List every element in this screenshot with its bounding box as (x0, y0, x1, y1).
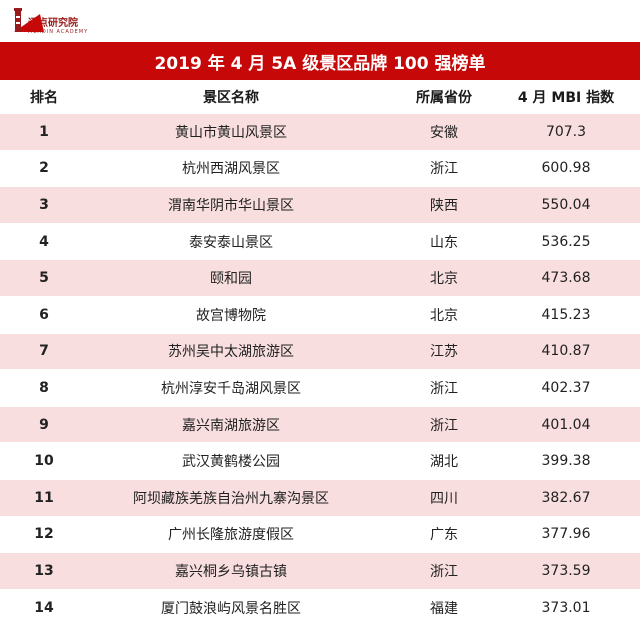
header-name: 景区名称 (203, 89, 259, 106)
table-row: 3 渭南华阴市华山景区 陕西 550.04 (0, 186, 640, 223)
province-cell: 浙江 (430, 417, 458, 434)
province-cell: 浙江 (430, 380, 458, 397)
rank-cell: 9 (39, 416, 49, 433)
header-index: 4 月 MBI 指数 (517, 89, 615, 106)
province-cell: 江苏 (430, 344, 458, 361)
table-row: 5 颐和园 北京 473.68 (0, 259, 640, 296)
table-row: 7 苏州吴中太湖旅游区 江苏 410.87 (0, 332, 640, 370)
index-cell: 399.38 (541, 453, 591, 470)
name-cell: 杭州淳安千岛湖风景区 (161, 380, 301, 397)
province-cell: 浙江 (430, 161, 458, 178)
rank-cell: 4 (39, 233, 49, 250)
rank-cell: 3 (39, 196, 49, 213)
province-cell: 山东 (430, 234, 458, 251)
name-cell: 渭南华阴市华山景区 (168, 197, 294, 214)
table-row: 4 泰安泰山景区 山东 536.25 (0, 222, 640, 260)
name-cell: 泰安泰山景区 (189, 234, 273, 251)
name-cell: 颐和园 (210, 271, 252, 288)
logo-name: 迈点研究院 (28, 18, 78, 29)
index-cell: 402.37 (541, 379, 591, 396)
table-row: 13 嘉兴桐乡乌镇古镇 浙江 373.59 (0, 552, 640, 589)
table-header: 排名 景区名称 所属省份 4 月 MBI 指数 (0, 80, 640, 113)
rank-cell: 7 (39, 343, 49, 360)
province-cell: 湖北 (430, 454, 458, 471)
name-cell: 杭州西湖风景区 (182, 161, 280, 178)
rank-cell: 6 (39, 306, 49, 323)
index-cell: 377.96 (541, 526, 591, 543)
rank-cell: 13 (34, 562, 54, 579)
province-cell: 北京 (430, 307, 458, 324)
table-row: 12 广州长隆旅游度假区 广东 377.96 (0, 515, 640, 553)
table-row: 8 杭州淳安千岛湖风景区 浙江 402.37 (0, 369, 640, 406)
table-row: 11 阿坝藏族羌族自治州九寨沟景区 四川 382.67 (0, 478, 640, 516)
index-cell: 382.67 (541, 489, 591, 506)
index-cell: 415.23 (541, 306, 591, 323)
index-cell: 550.04 (541, 196, 591, 213)
name-cell: 嘉兴桐乡乌镇古镇 (175, 563, 287, 580)
index-cell: 410.87 (541, 343, 591, 360)
table-row: 9 嘉兴南湖旅游区 浙江 401.04 (0, 405, 640, 443)
rank-cell: 11 (34, 489, 54, 506)
table-row: 10 武汉黄鹤楼公园 湖北 399.38 (0, 442, 640, 479)
name-cell: 嘉兴南湖旅游区 (182, 417, 280, 434)
logo: 迈点研究院 MEADIN ACADEMY (6, 4, 88, 36)
index-cell: 401.04 (541, 416, 591, 433)
logo-subtitle: MEADIN ACADEMY (28, 29, 89, 35)
rank-cell: 12 (34, 526, 54, 543)
name-cell: 故宫博物院 (196, 307, 266, 324)
rank-cell: 1 (39, 123, 49, 140)
title-bar: 2019 年 4 月 5A 级景区品牌 100 强榜单 (0, 42, 640, 80)
index-cell: 373.59 (541, 562, 591, 579)
name-cell: 阿坝藏族羌族自治州九寨沟景区 (133, 490, 329, 507)
rank-cell: 10 (34, 453, 54, 470)
table-row: 1 黄山市黄山风景区 安徽 707.3 (0, 113, 640, 150)
lighthouse-logo-icon (6, 4, 48, 36)
table-row: 14 厦门鼓浪屿风景名胜区 福建 373.01 (0, 588, 640, 625)
index-cell: 536.25 (541, 233, 591, 250)
province-cell: 广东 (430, 527, 458, 544)
name-cell: 武汉黄鹤楼公园 (182, 454, 280, 471)
province-cell: 四川 (430, 490, 458, 507)
province-cell: 安徽 (430, 124, 458, 141)
index-cell: 373.01 (541, 599, 591, 616)
index-cell: 600.98 (541, 160, 591, 177)
header-rank: 排名 (30, 89, 58, 106)
table-row: 6 故宫博物院 北京 415.23 (0, 295, 640, 333)
name-cell: 苏州吴中太湖旅游区 (168, 344, 294, 361)
index-cell: 473.68 (541, 270, 591, 287)
name-cell: 广州长隆旅游度假区 (168, 527, 294, 544)
name-cell: 黄山市黄山风景区 (175, 124, 287, 141)
rank-cell: 5 (39, 270, 49, 287)
province-cell: 浙江 (430, 563, 458, 580)
ranking-table: 排名 景区名称 所属省份 4 月 MBI 指数 1 黄山市黄山风景区 安徽 707.3… (0, 80, 640, 625)
province-cell: 陕西 (430, 197, 458, 214)
rank-cell: 14 (34, 599, 54, 616)
header-province: 所属省份 (416, 89, 472, 106)
rank-cell: 8 (39, 379, 49, 396)
page-title: 2019 年 4 月 5A 级景区品牌 100 强榜单 (154, 53, 486, 74)
province-cell: 北京 (430, 271, 458, 288)
table-row: 2 杭州西湖风景区 浙江 600.98 (0, 149, 640, 187)
index-cell: 707.3 (545, 123, 587, 140)
rank-cell: 2 (39, 160, 49, 177)
